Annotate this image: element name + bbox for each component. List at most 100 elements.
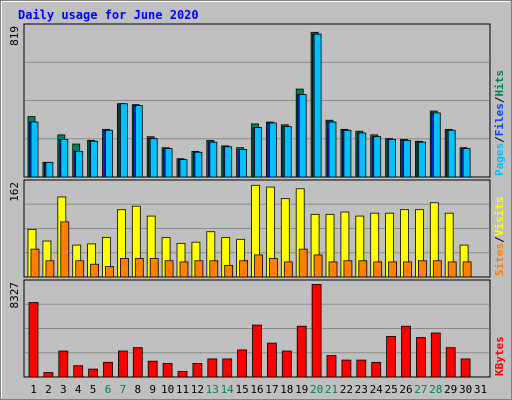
day-label: 29 bbox=[444, 383, 457, 396]
sites-bar bbox=[403, 261, 412, 278]
kbytes-bar bbox=[192, 363, 203, 378]
pages-bar bbox=[30, 121, 39, 178]
sites-bar bbox=[30, 248, 40, 278]
day-label: 9 bbox=[149, 383, 156, 396]
kbytes-bar bbox=[118, 350, 128, 378]
kbytes-bar bbox=[237, 349, 248, 378]
pages-bar bbox=[298, 94, 307, 178]
pages-bar bbox=[149, 138, 158, 178]
legend-sep-2: / bbox=[493, 96, 506, 103]
kbytes-bar bbox=[28, 302, 39, 378]
pages-bar bbox=[283, 126, 292, 178]
sites-bar bbox=[343, 260, 353, 278]
kbytes-bar bbox=[73, 365, 84, 378]
sites-bar bbox=[239, 260, 249, 278]
pages-bar bbox=[358, 132, 367, 178]
pages-bar bbox=[373, 136, 382, 178]
day-label: 27 bbox=[414, 383, 427, 396]
pages-bar bbox=[403, 139, 411, 178]
day-label: 8 bbox=[134, 383, 141, 396]
sites-bar bbox=[373, 261, 383, 278]
legend-sites-visits: Sites/Visits bbox=[493, 197, 506, 277]
sites-bar bbox=[298, 248, 308, 278]
pages-bar bbox=[90, 140, 98, 178]
kbytes-bar bbox=[415, 337, 426, 378]
sites-bar bbox=[209, 260, 219, 278]
kbytes-bar bbox=[356, 359, 367, 378]
pages-bar bbox=[75, 150, 84, 178]
sites-bar bbox=[462, 261, 472, 278]
pages-bar bbox=[105, 129, 113, 178]
legend-kbytes: KBytes bbox=[493, 336, 506, 376]
day-label: 22 bbox=[340, 383, 353, 396]
sites-bar bbox=[388, 261, 398, 278]
day-axis-labels: 1 2 3 4 5 6 7 8 9 10 11 12 13 14 15 16 17 18 19 20 21 22 23 24 2… bbox=[30, 383, 487, 396]
day-label: 4 bbox=[75, 383, 82, 396]
pages-bar bbox=[60, 139, 69, 178]
legend-pages: Pages bbox=[493, 143, 506, 176]
day-label: 1 bbox=[30, 383, 37, 396]
day-label: 23 bbox=[355, 383, 368, 396]
day-label: 26 bbox=[399, 383, 412, 396]
day-label: 6 bbox=[105, 383, 112, 396]
kbytes-bar bbox=[296, 325, 307, 378]
day-label: 10 bbox=[161, 383, 174, 396]
day-label: 2 bbox=[45, 383, 52, 396]
kbytes-bar bbox=[252, 324, 262, 378]
pages-bar bbox=[239, 149, 248, 178]
kbytes-bar bbox=[58, 350, 69, 378]
day-label: 18 bbox=[280, 383, 293, 396]
legend-sep-1: / bbox=[493, 136, 506, 143]
day-label: 15 bbox=[235, 383, 248, 396]
sites-bar bbox=[328, 261, 338, 278]
pages-bar bbox=[209, 141, 218, 178]
day-label: 20 bbox=[310, 383, 323, 396]
pages-bar bbox=[417, 141, 426, 178]
kbytes-bar bbox=[222, 358, 233, 378]
day-label: 24 bbox=[370, 383, 384, 396]
pages-bar bbox=[164, 148, 173, 178]
legend-visits: Visits bbox=[493, 197, 506, 237]
legend-hits-files-pages: Pages/Files/Hits bbox=[493, 70, 506, 176]
sites-bar bbox=[358, 260, 368, 278]
sites-bar bbox=[120, 258, 129, 278]
bar-marks bbox=[27, 31, 472, 378]
pages-bar bbox=[343, 129, 352, 178]
kbytes-bar bbox=[311, 284, 322, 378]
pages-bar bbox=[179, 159, 188, 178]
pages-bar bbox=[134, 105, 143, 178]
hits-ymax-label: 819 bbox=[8, 26, 21, 46]
pages-bar bbox=[432, 112, 441, 178]
pages-bar bbox=[328, 121, 337, 178]
chart-title: Daily usage for June 2020 bbox=[18, 8, 199, 22]
sites-bar bbox=[283, 261, 293, 278]
kbytes-bar bbox=[88, 368, 98, 378]
sites-bar bbox=[60, 221, 70, 278]
pages-bar bbox=[462, 148, 471, 178]
sites-bar bbox=[90, 263, 99, 278]
kbytes-bar bbox=[281, 350, 292, 378]
pages-bar bbox=[45, 161, 54, 178]
kbytes-bar bbox=[147, 360, 158, 378]
pages-bar bbox=[224, 146, 233, 178]
day-label: 31 bbox=[474, 383, 487, 396]
legend-files: Files bbox=[493, 103, 506, 136]
sites-bar bbox=[224, 264, 234, 278]
day-label: 5 bbox=[90, 383, 97, 396]
pages-bar bbox=[447, 129, 456, 178]
kbytes-bar bbox=[132, 347, 143, 378]
legend-sites: Sites bbox=[493, 243, 506, 276]
sites-bar bbox=[447, 261, 457, 278]
pages-bar bbox=[313, 33, 322, 178]
day-label: 28 bbox=[429, 383, 442, 396]
pages-bar bbox=[388, 139, 397, 178]
kbytes-ymax-label: 8327 bbox=[8, 282, 21, 309]
sites-bar bbox=[134, 258, 144, 278]
sites-bar bbox=[268, 258, 278, 278]
kbytes-bar bbox=[43, 372, 54, 378]
day-label: 14 bbox=[221, 383, 235, 396]
sites-bar bbox=[149, 258, 159, 278]
sites-bar bbox=[164, 260, 174, 278]
kbytes-bar bbox=[386, 335, 397, 378]
